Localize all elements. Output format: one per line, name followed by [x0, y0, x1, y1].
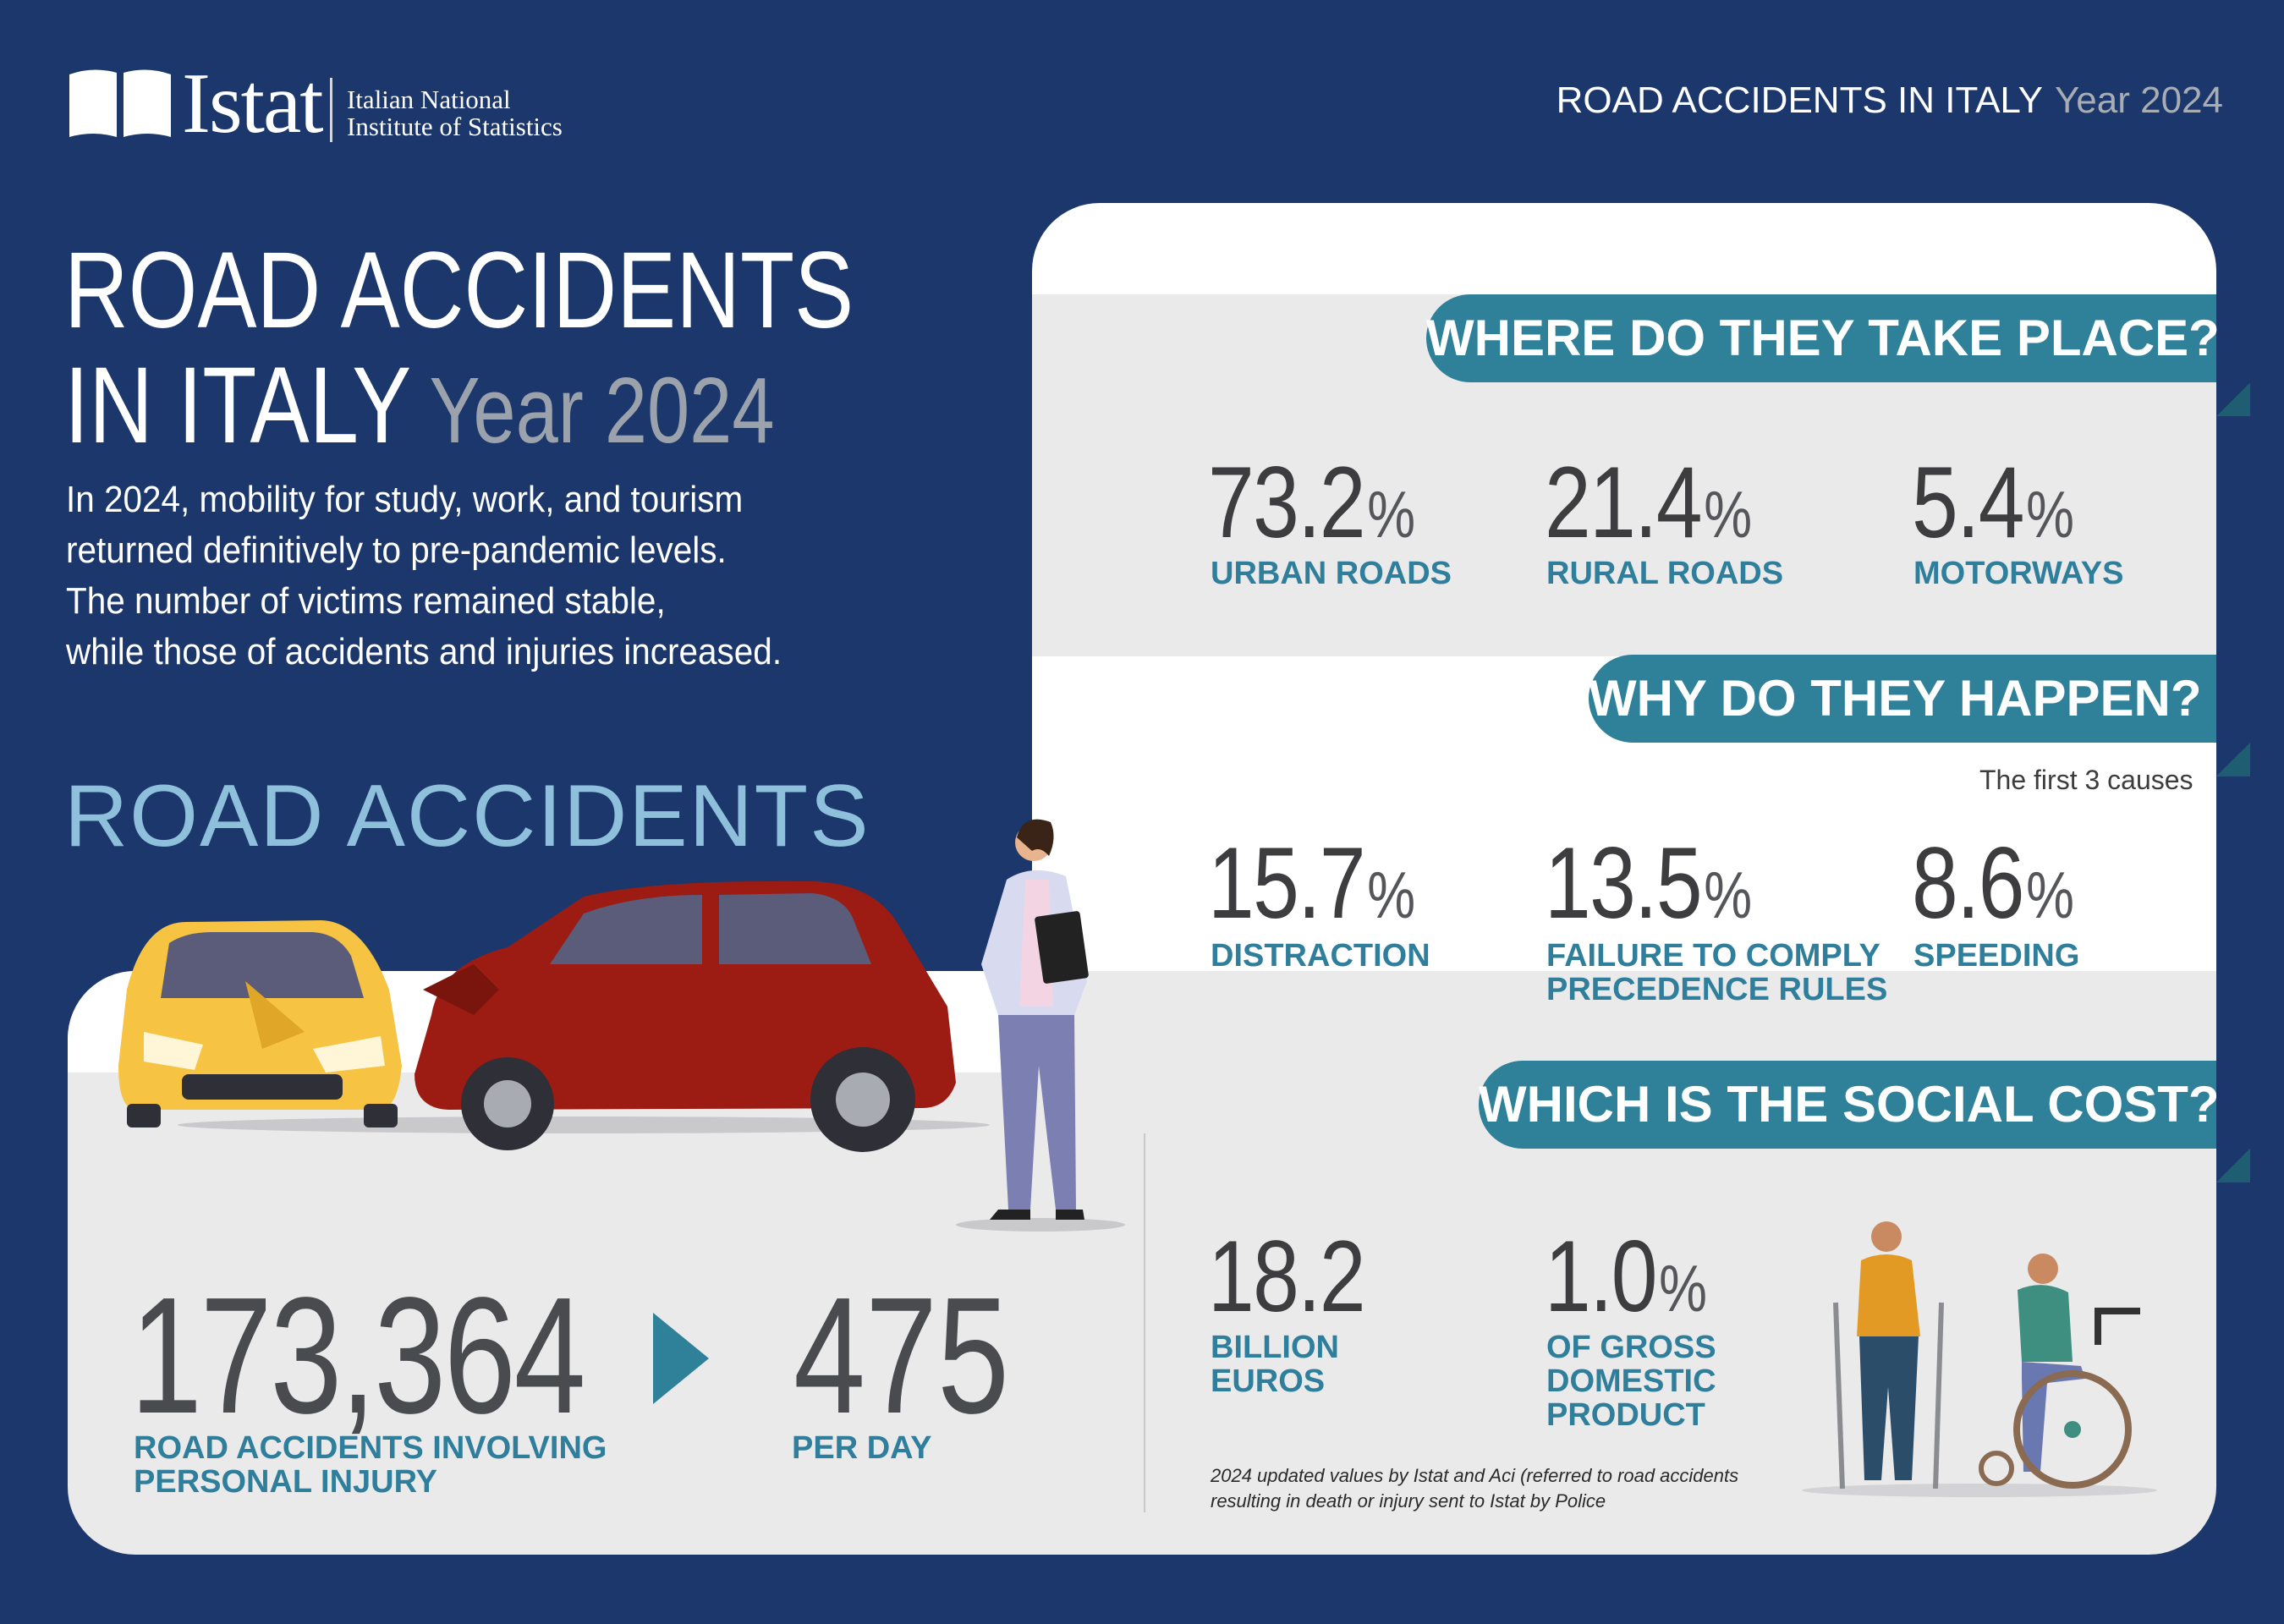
- cost-tab-fold: [2216, 1149, 2250, 1182]
- intro-line-4: while those of accidents and injuries in…: [66, 631, 782, 672]
- precedence-unit: %: [1704, 858, 1752, 932]
- distraction-value: 15.7%: [1208, 825, 1415, 941]
- why-heading-tab: WHY DO THEY HAPPEN?: [1589, 655, 2216, 743]
- accidents-per-day-label: PER DAY: [792, 1430, 932, 1466]
- page-title-line-1: ROAD ACCIDENTS: [64, 230, 854, 351]
- where-heading-tab: WHERE DO THEY TAKE PLACE?: [1426, 294, 2220, 382]
- precedence-label-line-1: FAILURE TO COMPLY: [1546, 938, 1880, 974]
- red-car-icon: [415, 881, 956, 1152]
- urban-roads-value: 73.2%: [1208, 444, 1415, 561]
- road-accidents-heading: ROAD ACCIDENTS: [64, 767, 870, 865]
- distraction-label: DISTRACTION: [1211, 938, 1430, 974]
- total-accidents-value: 173,364: [130, 1263, 586, 1448]
- gdp-share-number: 1.0: [1545, 1220, 1658, 1333]
- rural-roads-label: RURAL ROADS: [1546, 556, 1784, 591]
- motorways-unit: %: [2026, 477, 2074, 551]
- source-note-line-2: resulting in death or injury sent to Ist…: [1211, 1490, 1606, 1512]
- motorways-value: 5.4%: [1912, 444, 2074, 561]
- logo-subtitle-line-2: Institute of Statistics: [347, 112, 563, 141]
- page-title-year: Year 2024: [429, 359, 775, 463]
- precedence-value: 13.5%: [1545, 825, 1752, 941]
- intro-line-3: The number of victims remained stable,: [66, 580, 666, 622]
- causes-subheading: The first 3 causes: [1979, 765, 2193, 795]
- header-right-title: ROAD ACCIDENTS IN ITALY Year 2024: [1557, 80, 2223, 122]
- logo-wordmark: Istat: [182, 56, 324, 151]
- source-note-line-1: 2024 updated values by Istat and Aci (re…: [1211, 1465, 1739, 1486]
- injured-people-illustration: [1802, 1221, 2157, 1497]
- why-tab-fold: [2216, 743, 2250, 776]
- gdp-share-value: 1.0%: [1545, 1218, 1707, 1335]
- logo-subtitle-line-1: Italian National: [347, 85, 511, 114]
- yellow-car-icon: [118, 920, 402, 1127]
- urban-roads-number: 73.2: [1208, 446, 1366, 559]
- gdp-share-label-line-3: PRODUCT: [1546, 1397, 1705, 1433]
- total-accidents-label-line-2: PERSONAL INJURY: [134, 1464, 437, 1500]
- motorways-number: 5.4: [1912, 446, 2025, 559]
- accidents-per-day-value: 475: [793, 1263, 1010, 1448]
- speeding-value: 8.6%: [1912, 825, 2074, 941]
- gdp-share-unit: %: [1659, 1251, 1707, 1325]
- intro-line-1: In 2024, mobility for study, work, and t…: [66, 479, 744, 520]
- where-tab-fold: [2216, 382, 2250, 416]
- logo-divider: [330, 78, 332, 142]
- social-cost-label-line-1: BILLION: [1211, 1330, 1339, 1365]
- crutches-person-icon: [1833, 1221, 1944, 1490]
- gdp-share-label-line-1: OF GROSS: [1546, 1330, 1716, 1365]
- rural-roads-value: 21.4%: [1545, 444, 1752, 561]
- page-title-line-2: IN ITALY Year 2024: [64, 343, 775, 468]
- motorways-label: MOTORWAYS: [1913, 556, 2124, 591]
- speeding-label: SPEEDING: [1913, 938, 2080, 974]
- header-right-title-text: ROAD ACCIDENTS IN ITALY: [1556, 80, 2043, 121]
- precedence-number: 13.5: [1545, 826, 1703, 940]
- page-title-line-2-text: IN ITALY: [64, 345, 412, 466]
- person-with-clipboard-illustration: [956, 819, 1125, 1232]
- cost-heading-tab: WHICH IS THE SOCIAL COST?: [1479, 1061, 2220, 1149]
- speeding-number: 8.6: [1912, 826, 2025, 940]
- intro-line-2: returned definitively to pre-pandemic le…: [66, 529, 727, 571]
- urban-roads-unit: %: [1367, 477, 1415, 551]
- arrow-right-icon: [653, 1313, 709, 1404]
- rural-roads-number: 21.4: [1545, 446, 1703, 559]
- wheelchair-user-icon: [1979, 1254, 2140, 1489]
- precedence-label-line-2: PRECEDENCE RULES: [1546, 972, 1888, 1007]
- total-accidents-label-line-1: ROAD ACCIDENTS INVOLVING: [134, 1430, 607, 1466]
- gdp-share-label-line-2: DOMESTIC: [1546, 1363, 1716, 1399]
- rural-roads-unit: %: [1704, 477, 1752, 551]
- istat-logo-icon: [69, 69, 171, 137]
- distraction-unit: %: [1367, 858, 1415, 932]
- social-cost-value: 18.2: [1208, 1220, 1366, 1333]
- distraction-number: 15.7: [1208, 826, 1366, 940]
- speeding-unit: %: [2026, 858, 2074, 932]
- header-right-year: Year 2024: [2054, 80, 2223, 121]
- urban-roads-label: URBAN ROADS: [1211, 556, 1452, 591]
- crashed-cars-illustration: [118, 881, 990, 1152]
- social-cost-label-line-2: EUROS: [1211, 1363, 1326, 1399]
- section-divider: [1144, 1133, 1145, 1512]
